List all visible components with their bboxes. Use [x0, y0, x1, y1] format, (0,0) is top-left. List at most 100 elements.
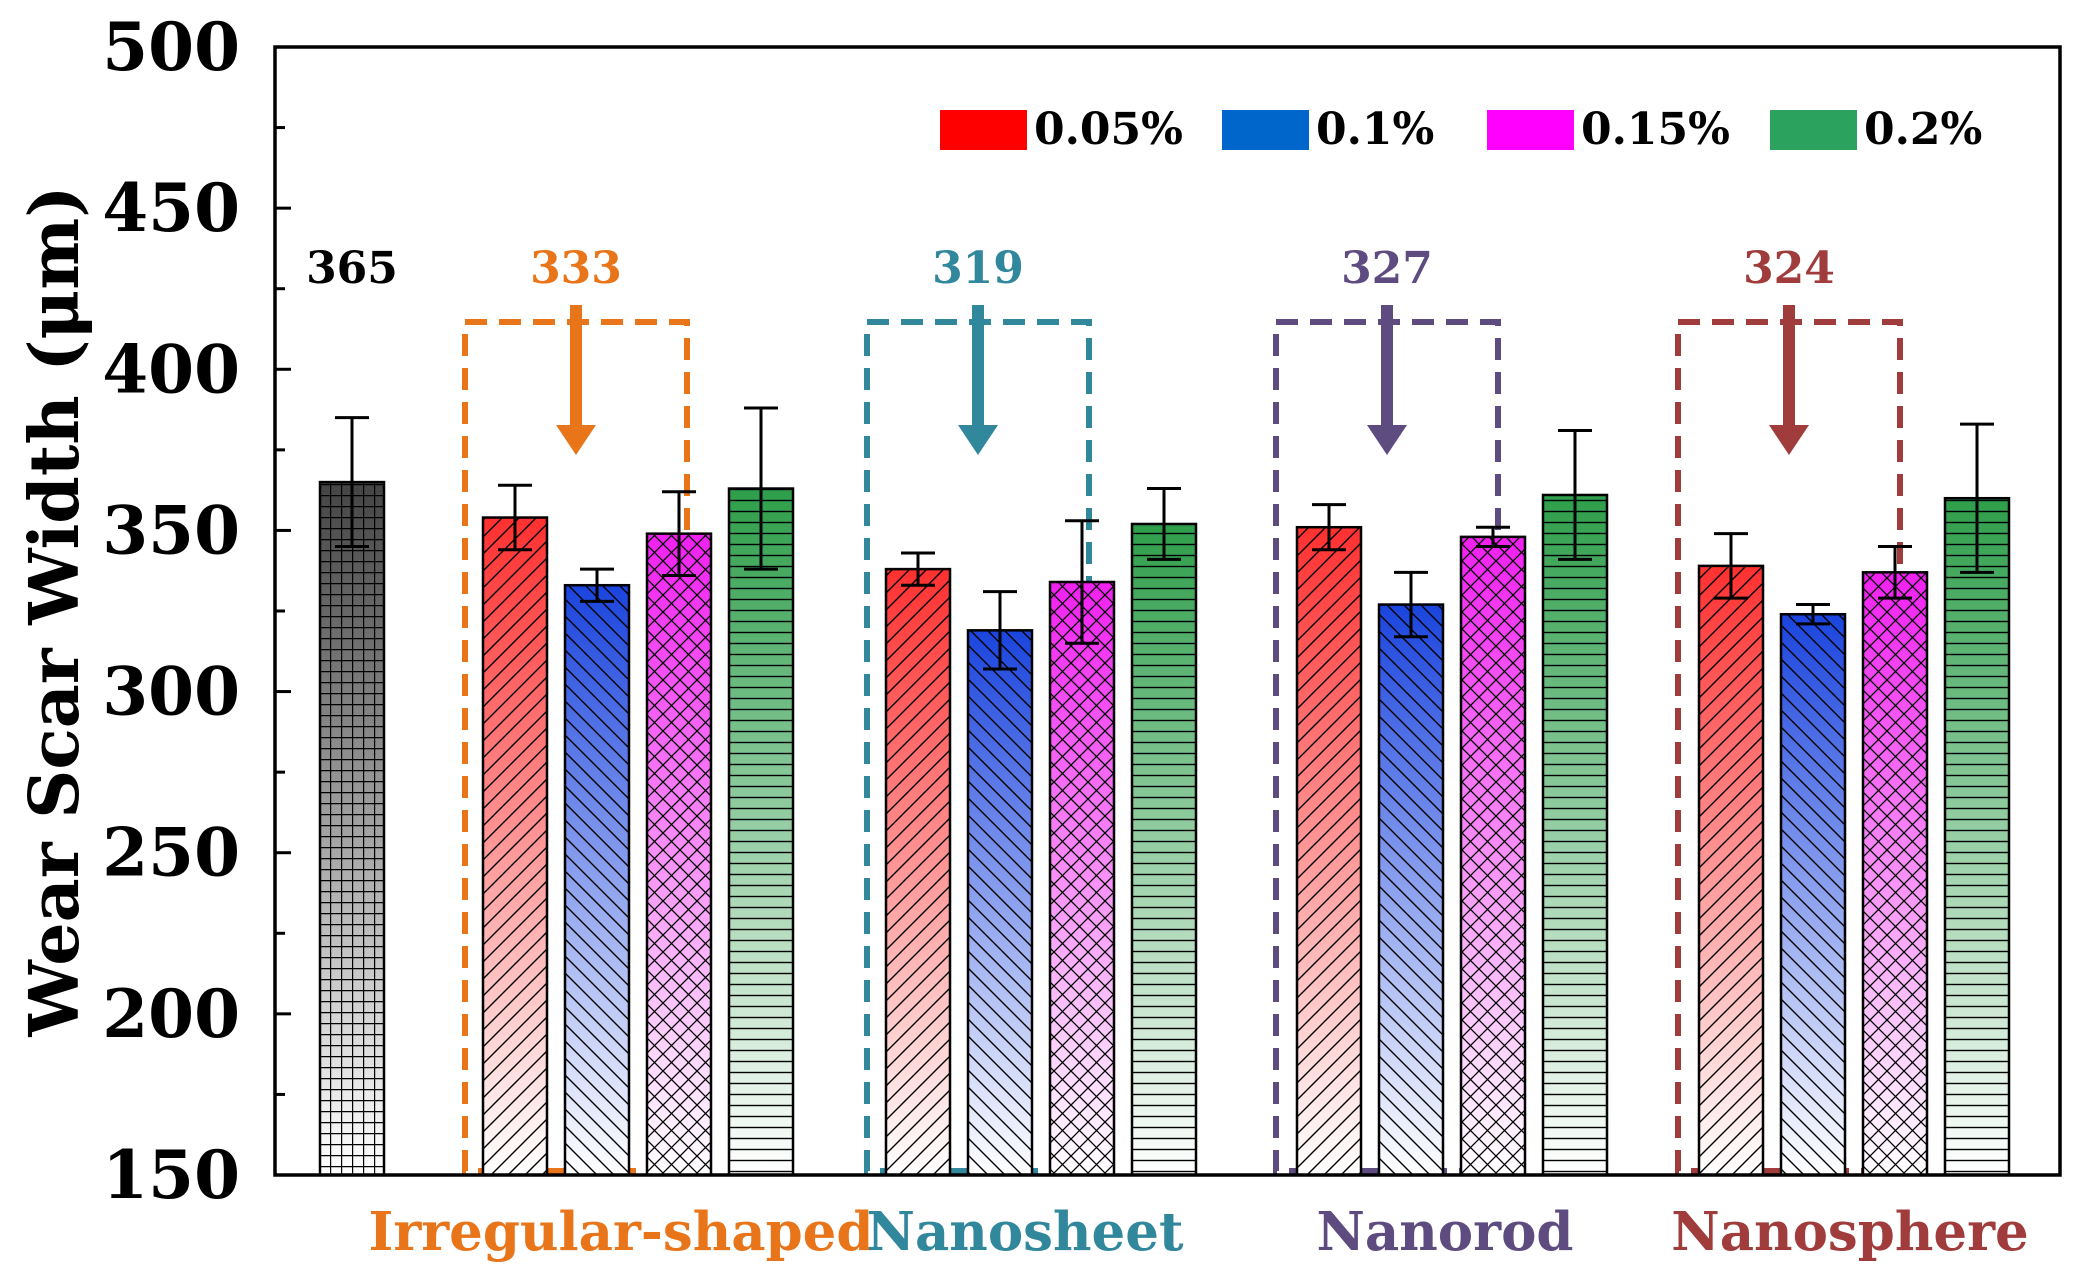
- bar-group-3-series-1: [1779, 612, 1847, 1177]
- legend-item: 0.2%: [1770, 104, 1982, 155]
- x-category-label: Nanorod: [1316, 1201, 1573, 1263]
- base-bar-value-label: 365: [306, 243, 398, 294]
- group-min-annotation: 319: [932, 243, 1024, 294]
- down-arrow-icon: [958, 305, 998, 455]
- arrow-head: [958, 425, 998, 455]
- bar-group-1-series-0: [884, 567, 952, 1177]
- bar-group-3-series-0: [1697, 564, 1765, 1177]
- legend-swatch: [1487, 110, 1574, 150]
- y-tick-label: 350: [102, 491, 240, 569]
- y-axis: 150 200 250 300 350 400 450 500: [102, 8, 291, 1214]
- bar-group-1-series-0-error-bar: [901, 551, 935, 587]
- bar-group-2-series-3-pattern: [1541, 493, 1609, 1177]
- base-bar-error-bar: [335, 416, 369, 549]
- legend-label: 0.1%: [1316, 104, 1434, 155]
- error-bars-layer: [335, 406, 1994, 671]
- legend-label: 0.15%: [1581, 104, 1730, 155]
- legend-swatch: [940, 110, 1027, 150]
- y-tick-label: 250: [102, 814, 240, 892]
- bar-group-2-series-0-error-bar: [1312, 503, 1346, 552]
- down-arrow-icon: [556, 305, 596, 455]
- bar-group-0-series-0: [481, 516, 549, 1177]
- x-category-label: Nanosheet: [867, 1201, 1184, 1263]
- group-min-annotation: 327: [1341, 243, 1433, 294]
- bar-group-2-series-0-pattern: [1295, 525, 1363, 1177]
- bar-group-0-series-3-pattern: [727, 487, 795, 1177]
- bar-group-2-series-2-pattern: [1459, 535, 1527, 1177]
- bars-layer: [318, 480, 2011, 1177]
- bar-group-1-series-2-pattern: [1048, 580, 1116, 1177]
- legend-item: 0.05%: [940, 104, 1183, 155]
- down-arrow-icon: [1367, 305, 1407, 455]
- bar-group-2-series-3-error-bar: [1558, 429, 1592, 561]
- arrow-head: [1769, 425, 1809, 455]
- bar-group-2-series-1-error-bar: [1394, 570, 1428, 639]
- bar-group-3-series-0-pattern: [1697, 564, 1765, 1177]
- legend-label: 0.05%: [1034, 104, 1183, 155]
- bar-group-0-series-2-pattern: [645, 532, 713, 1177]
- bar-group-3-series-2-error-bar: [1878, 545, 1912, 600]
- legend-label: 0.2%: [1864, 104, 1982, 155]
- bar-group-3-series-3-pattern: [1943, 496, 2011, 1177]
- base-bar: [318, 480, 386, 1177]
- arrow-shaft: [1783, 305, 1795, 430]
- group-min-annotation: 324: [1743, 243, 1835, 294]
- bar-group-1-series-3-pattern: [1130, 522, 1198, 1177]
- group-min-annotation: 333: [530, 243, 622, 294]
- reduction-arrows-layer: [556, 305, 1809, 455]
- bar-group-3-series-3-error-bar: [1960, 422, 1994, 574]
- bar-group-1-series-2-error-bar: [1065, 519, 1099, 645]
- bar-group-1-series-1-error-bar: [983, 590, 1017, 671]
- arrow-shaft: [972, 305, 984, 430]
- legend: 0.05% 0.1% 0.15% 0.2%: [940, 104, 1982, 155]
- y-tick-label: 500: [102, 8, 240, 86]
- bar-group-0-series-2-error-bar: [662, 490, 696, 578]
- bar-group-0-series-2: [645, 532, 713, 1177]
- bar-group-1-series-2: [1048, 580, 1116, 1177]
- arrow-shaft: [1381, 305, 1393, 430]
- bar-group-1-series-0-pattern: [884, 567, 952, 1177]
- bar-group-2-series-3: [1541, 493, 1609, 1177]
- y-tick-label: 450: [102, 169, 240, 247]
- bar-group-2-series-2-error-bar: [1476, 525, 1510, 549]
- bar-group-1-series-1: [966, 629, 1034, 1177]
- y-axis-label: Wear Scar Width (μm): [15, 186, 95, 1038]
- annotations-layer: 365 333 319 327 324: [306, 243, 1835, 294]
- bar-group-0-series-3: [727, 487, 795, 1177]
- bar-group-2-series-1: [1377, 603, 1445, 1177]
- bar-group-0-series-1-error-bar: [580, 567, 614, 603]
- bar-group-0-series-3-error-bar: [744, 406, 778, 571]
- legend-swatch: [1770, 110, 1857, 150]
- y-tick-label: 400: [102, 330, 240, 408]
- down-arrow-icon: [1769, 305, 1809, 455]
- arrow-shaft: [570, 305, 582, 430]
- bar-group-3-series-1-pattern: [1779, 612, 1847, 1177]
- legend-item: 0.15%: [1487, 104, 1730, 155]
- arrow-head: [556, 425, 596, 455]
- x-category-label: Nanosphere: [1671, 1201, 2028, 1263]
- bar-group-1-series-1-pattern: [966, 629, 1034, 1177]
- bar-group-3-series-1-error-bar: [1796, 603, 1830, 626]
- x-category-label: Irregular-shaped: [369, 1201, 874, 1263]
- bar-group-2-series-2: [1459, 535, 1527, 1177]
- y-tick-label: 300: [102, 653, 240, 731]
- bar-group-0-series-0-error-bar: [498, 483, 532, 552]
- bar-group-2-series-0: [1295, 525, 1363, 1177]
- bar-group-3-series-2-pattern: [1861, 571, 1929, 1177]
- arrow-head: [1367, 425, 1407, 455]
- bar-group-0-series-0-pattern: [481, 516, 549, 1177]
- bar-group-2-series-1-pattern: [1377, 603, 1445, 1177]
- bar-group-0-series-1: [563, 583, 631, 1177]
- bar-group-3-series-0-error-bar: [1714, 532, 1748, 600]
- bar-group-0-series-1-pattern: [563, 583, 631, 1177]
- base-bar-pattern: [318, 480, 386, 1177]
- bar-group-1-series-3: [1130, 522, 1198, 1177]
- bar-group-1-series-3-error-bar: [1147, 487, 1181, 561]
- legend-swatch: [1222, 110, 1309, 150]
- bar-group-3-series-3: [1943, 496, 2011, 1177]
- bar-group-3-series-2: [1861, 571, 1929, 1177]
- y-tick-label: 150: [102, 1136, 240, 1214]
- y-tick-label: 200: [102, 975, 240, 1053]
